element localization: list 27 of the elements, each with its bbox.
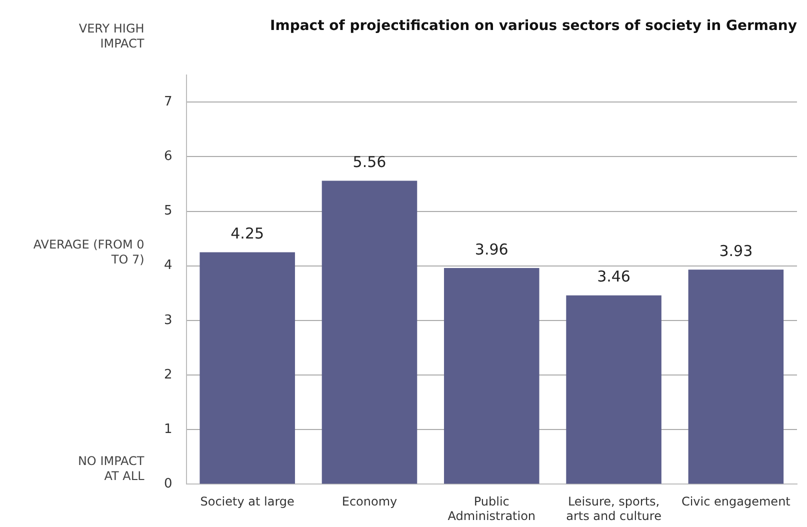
bar [566, 295, 662, 484]
data-label: 3.46 [597, 268, 630, 286]
text: VERY HIGH IMPACT [78, 21, 145, 50]
x-tick-label: Society at large [200, 494, 294, 509]
data-label: 4.25 [230, 224, 264, 243]
y-tick-label: 5 [164, 204, 172, 219]
data-label: 5.56 [352, 153, 386, 172]
y-tick-label: 0 [164, 476, 172, 492]
x-tick-label: Economy [342, 494, 398, 509]
y-tick-label: 6 [164, 149, 172, 164]
x-tick-label: Civic engagement [681, 494, 791, 509]
y-tick-label: 4 [164, 258, 172, 274]
y-tick-label: 3 [164, 312, 172, 328]
data-label: 3.93 [719, 242, 753, 260]
x-tick-label: Leisure, sports, arts and culture [566, 494, 662, 523]
bar [444, 268, 540, 484]
text: AVERAGE (FROM 0 TO 7) [33, 238, 144, 267]
data-label: 3.96 [474, 240, 508, 258]
y-tick-label: 1 [164, 422, 172, 437]
y-tick-label: 2 [164, 367, 172, 382]
bar [688, 270, 784, 484]
chart-title: Impact of projectification on various sectors of society in Germany [270, 18, 797, 34]
bar [322, 180, 418, 484]
x-tick-label: Public Administration [448, 494, 536, 523]
y-tick-label: 7 [164, 94, 172, 110]
text: NO IMPACT AT ALL [78, 454, 145, 483]
bar [200, 252, 295, 484]
